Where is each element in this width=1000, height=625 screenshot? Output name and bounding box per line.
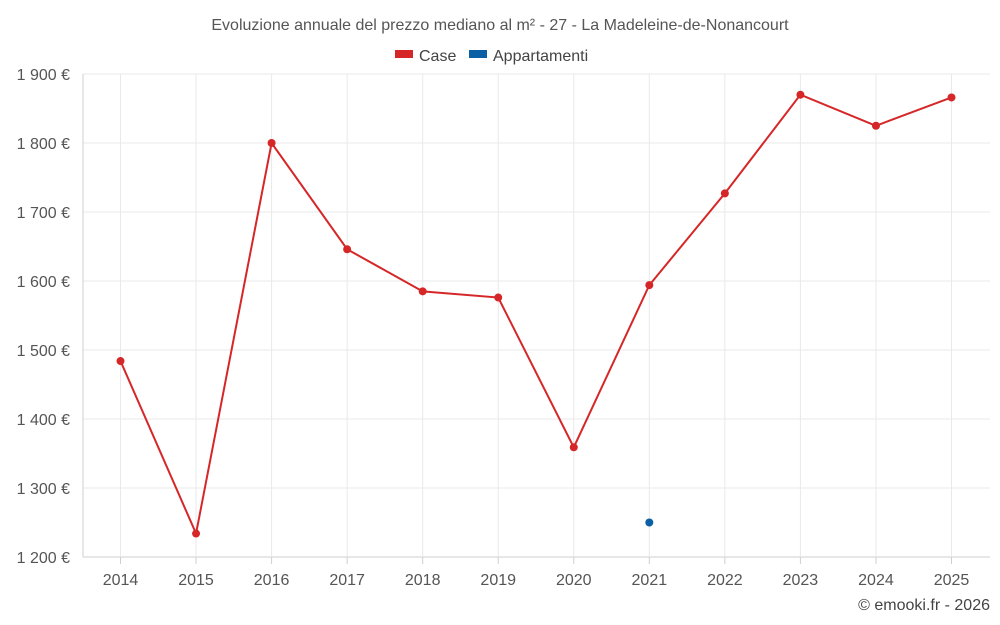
x-tick-label: 2020 [556,572,592,589]
x-tick-label: 2019 [480,572,516,589]
x-tick-label: 2017 [329,572,365,589]
x-tick-label: 2025 [934,572,970,589]
y-tick-label: 1 500 € [17,343,70,360]
legend-label-case: Case [419,48,456,65]
data-point-case-2019[interactable] [494,293,503,302]
legend: Case Appartamenti [395,48,588,65]
data-point-case-2021[interactable] [645,281,654,290]
data-point-case-2016[interactable] [267,139,276,147]
x-tick-label: 2018 [405,572,441,589]
legend-item-case[interactable]: Case [395,48,456,65]
y-tick-label: 1 700 € [17,205,70,222]
x-tick-label: 2015 [178,572,214,589]
x-tick-label: 2023 [783,572,819,589]
y-tick-label: 1 300 € [17,481,70,498]
legend-swatch-appartamenti [469,50,487,58]
grid [83,73,990,558]
y-tick-label: 1 200 € [17,550,70,567]
data-point-case-2024[interactable] [871,121,880,130]
data-point-case-2022[interactable] [720,189,729,198]
legend-swatch-case [395,50,413,58]
x-axis-ticks: 2014 2015 2016 2017 2018 2019 2020 2021 2022 2023… [103,572,970,589]
y-tick-label: 1 800 € [17,136,70,153]
legend-label-appartamenti: Appartamenti [493,48,588,65]
x-tick-label: 2022 [707,572,743,589]
data-point-case-2020[interactable] [569,443,578,452]
x-tick-label: 2024 [858,572,894,589]
y-axis-ticks: 1 200 € 1 300 € 1 400 € 1 500 € 1 600 € 1 700… [17,67,70,567]
data-point-case-2014[interactable] [116,357,125,366]
data-point-case-2023[interactable] [796,90,805,99]
x-tick-label: 2014 [103,572,139,589]
series-line-case [119,93,952,537]
series-layer [116,90,956,538]
y-tick-label: 1 900 € [17,67,70,84]
x-tick-label: 2016 [254,572,290,589]
data-point-appartamenti-2021[interactable] [645,518,654,527]
legend-item-appartamenti[interactable]: Appartamenti [469,48,588,65]
data-point-case-2015[interactable] [192,529,201,538]
y-tick-label: 1 400 € [17,412,70,429]
data-point-case-2018[interactable] [418,287,427,296]
chart-title: Evoluzione annuale del prezzo mediano al… [211,17,789,34]
y-tick-label: 1 600 € [17,274,70,291]
data-point-case-2025[interactable] [947,93,956,102]
credit-text: © emooki.fr - 2026 [858,597,990,614]
data-point-case-2017[interactable] [343,245,352,254]
x-tick-label: 2021 [632,572,668,589]
axes [82,74,952,564]
